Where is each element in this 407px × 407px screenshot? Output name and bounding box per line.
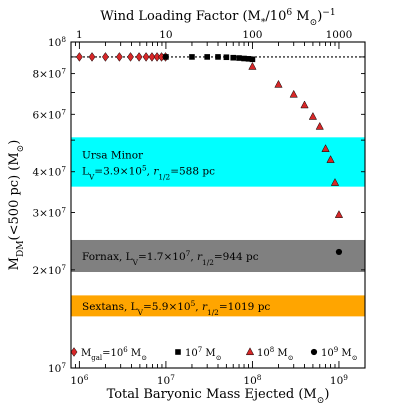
top-tick-label-2: 100	[242, 29, 262, 41]
legend-label-0: Mgal=106 M⊙	[81, 346, 147, 362]
series-0-point-7	[148, 52, 156, 62]
x-axis-title: Total Baryonic Mass Ejected (M⊙)	[107, 387, 330, 406]
legend-label-2: 108 M⊙	[257, 346, 294, 362]
legend: Mgal=106 M⊙ 107 M⊙ 108 M⊙ 109 M⊙	[70, 346, 358, 362]
series-1-point-8	[245, 56, 252, 62]
x-tick-label-0: 106	[70, 373, 88, 388]
series-0-point-0	[75, 52, 83, 62]
series-0-point-4	[127, 52, 134, 62]
band-label-sextans: Sextans, LV=5.9×105, r1/2=1019 pc	[82, 298, 270, 316]
y-tick-label-1: 8×107	[32, 66, 66, 81]
legend-marker-2	[245, 347, 255, 356]
legend-marker-1	[175, 349, 181, 355]
series-1-point-2	[204, 54, 210, 60]
series-0-point-6	[142, 52, 150, 62]
band-fornax	[71, 239, 365, 273]
series-3-point-0	[335, 248, 343, 256]
series-1-point-9	[249, 56, 256, 63]
y-tick-label-5: 2×107	[32, 262, 66, 277]
y-tick-label-2: 6×107	[32, 107, 66, 122]
band-label-ursa-minor-name: Ursa Minor	[82, 149, 144, 161]
band-label-fornax: Fornax, LV=1.7×107, r1/2=944 pc	[82, 248, 259, 266]
top-tick-label-1: 10	[159, 29, 172, 41]
y-tick-label-6: 107	[48, 361, 66, 376]
series-2-point-6	[321, 144, 330, 152]
series-1-point-0	[163, 54, 169, 60]
series-1-point-6	[236, 55, 242, 61]
band-sextans	[71, 295, 365, 317]
series-1-point-5	[230, 54, 237, 61]
y-tick-label-4: 3×107	[32, 205, 66, 220]
y-axis-title: MDM(<500 pc) (M⊙)	[7, 140, 26, 271]
series-2-point-8	[330, 178, 340, 186]
series-0-point-2	[102, 52, 109, 62]
legend-label-3: 109 M⊙	[321, 346, 358, 362]
top-axis-title: Wind Loading Factor (M*/106 M⊙)−1	[100, 8, 335, 28]
x-tick-label-1: 107	[157, 373, 175, 388]
series-0-point-5	[135, 52, 143, 62]
series-0-point-3	[115, 52, 123, 62]
markers-layer	[75, 52, 344, 256]
series-1-point-7	[241, 55, 247, 62]
legend-marker-0	[70, 347, 78, 357]
series-0-point-8	[153, 52, 161, 62]
series-2-point-7	[326, 155, 335, 163]
series-1-point-1	[189, 54, 195, 60]
x-tick-label-2: 108	[243, 373, 261, 388]
series-2-point-3	[300, 100, 309, 109]
series-2-point-5	[315, 121, 324, 130]
band-label-ursa-minor-params: LV=3.9×105, r1/2=588 pc	[82, 163, 215, 181]
series-1-point-3	[215, 54, 221, 60]
legend-label-1: 107 M⊙	[185, 346, 222, 362]
top-tick-label-0: 1	[76, 29, 83, 41]
plot-frame	[70, 41, 366, 369]
x-tick-label-3: 109	[330, 373, 348, 388]
y-tick-label-0: 108	[48, 35, 66, 50]
legend-marker-3	[310, 348, 318, 356]
band-ursa-minor	[71, 137, 365, 187]
series-2-point-0	[248, 61, 257, 70]
top-tick-label-3: 1000	[326, 29, 353, 41]
series-2-point-9	[334, 210, 344, 218]
series-0-point-1	[88, 52, 96, 62]
y-tick-label-3: 4×107	[32, 164, 66, 179]
series-1-point-4	[223, 54, 230, 61]
bands-layer: Ursa Minor LV=3.9×105, r1/2=588 pc Fornax,…	[71, 137, 365, 316]
series-2-point-2	[289, 89, 298, 98]
series-2-point-4	[308, 111, 318, 120]
series-2-point-1	[274, 79, 283, 88]
